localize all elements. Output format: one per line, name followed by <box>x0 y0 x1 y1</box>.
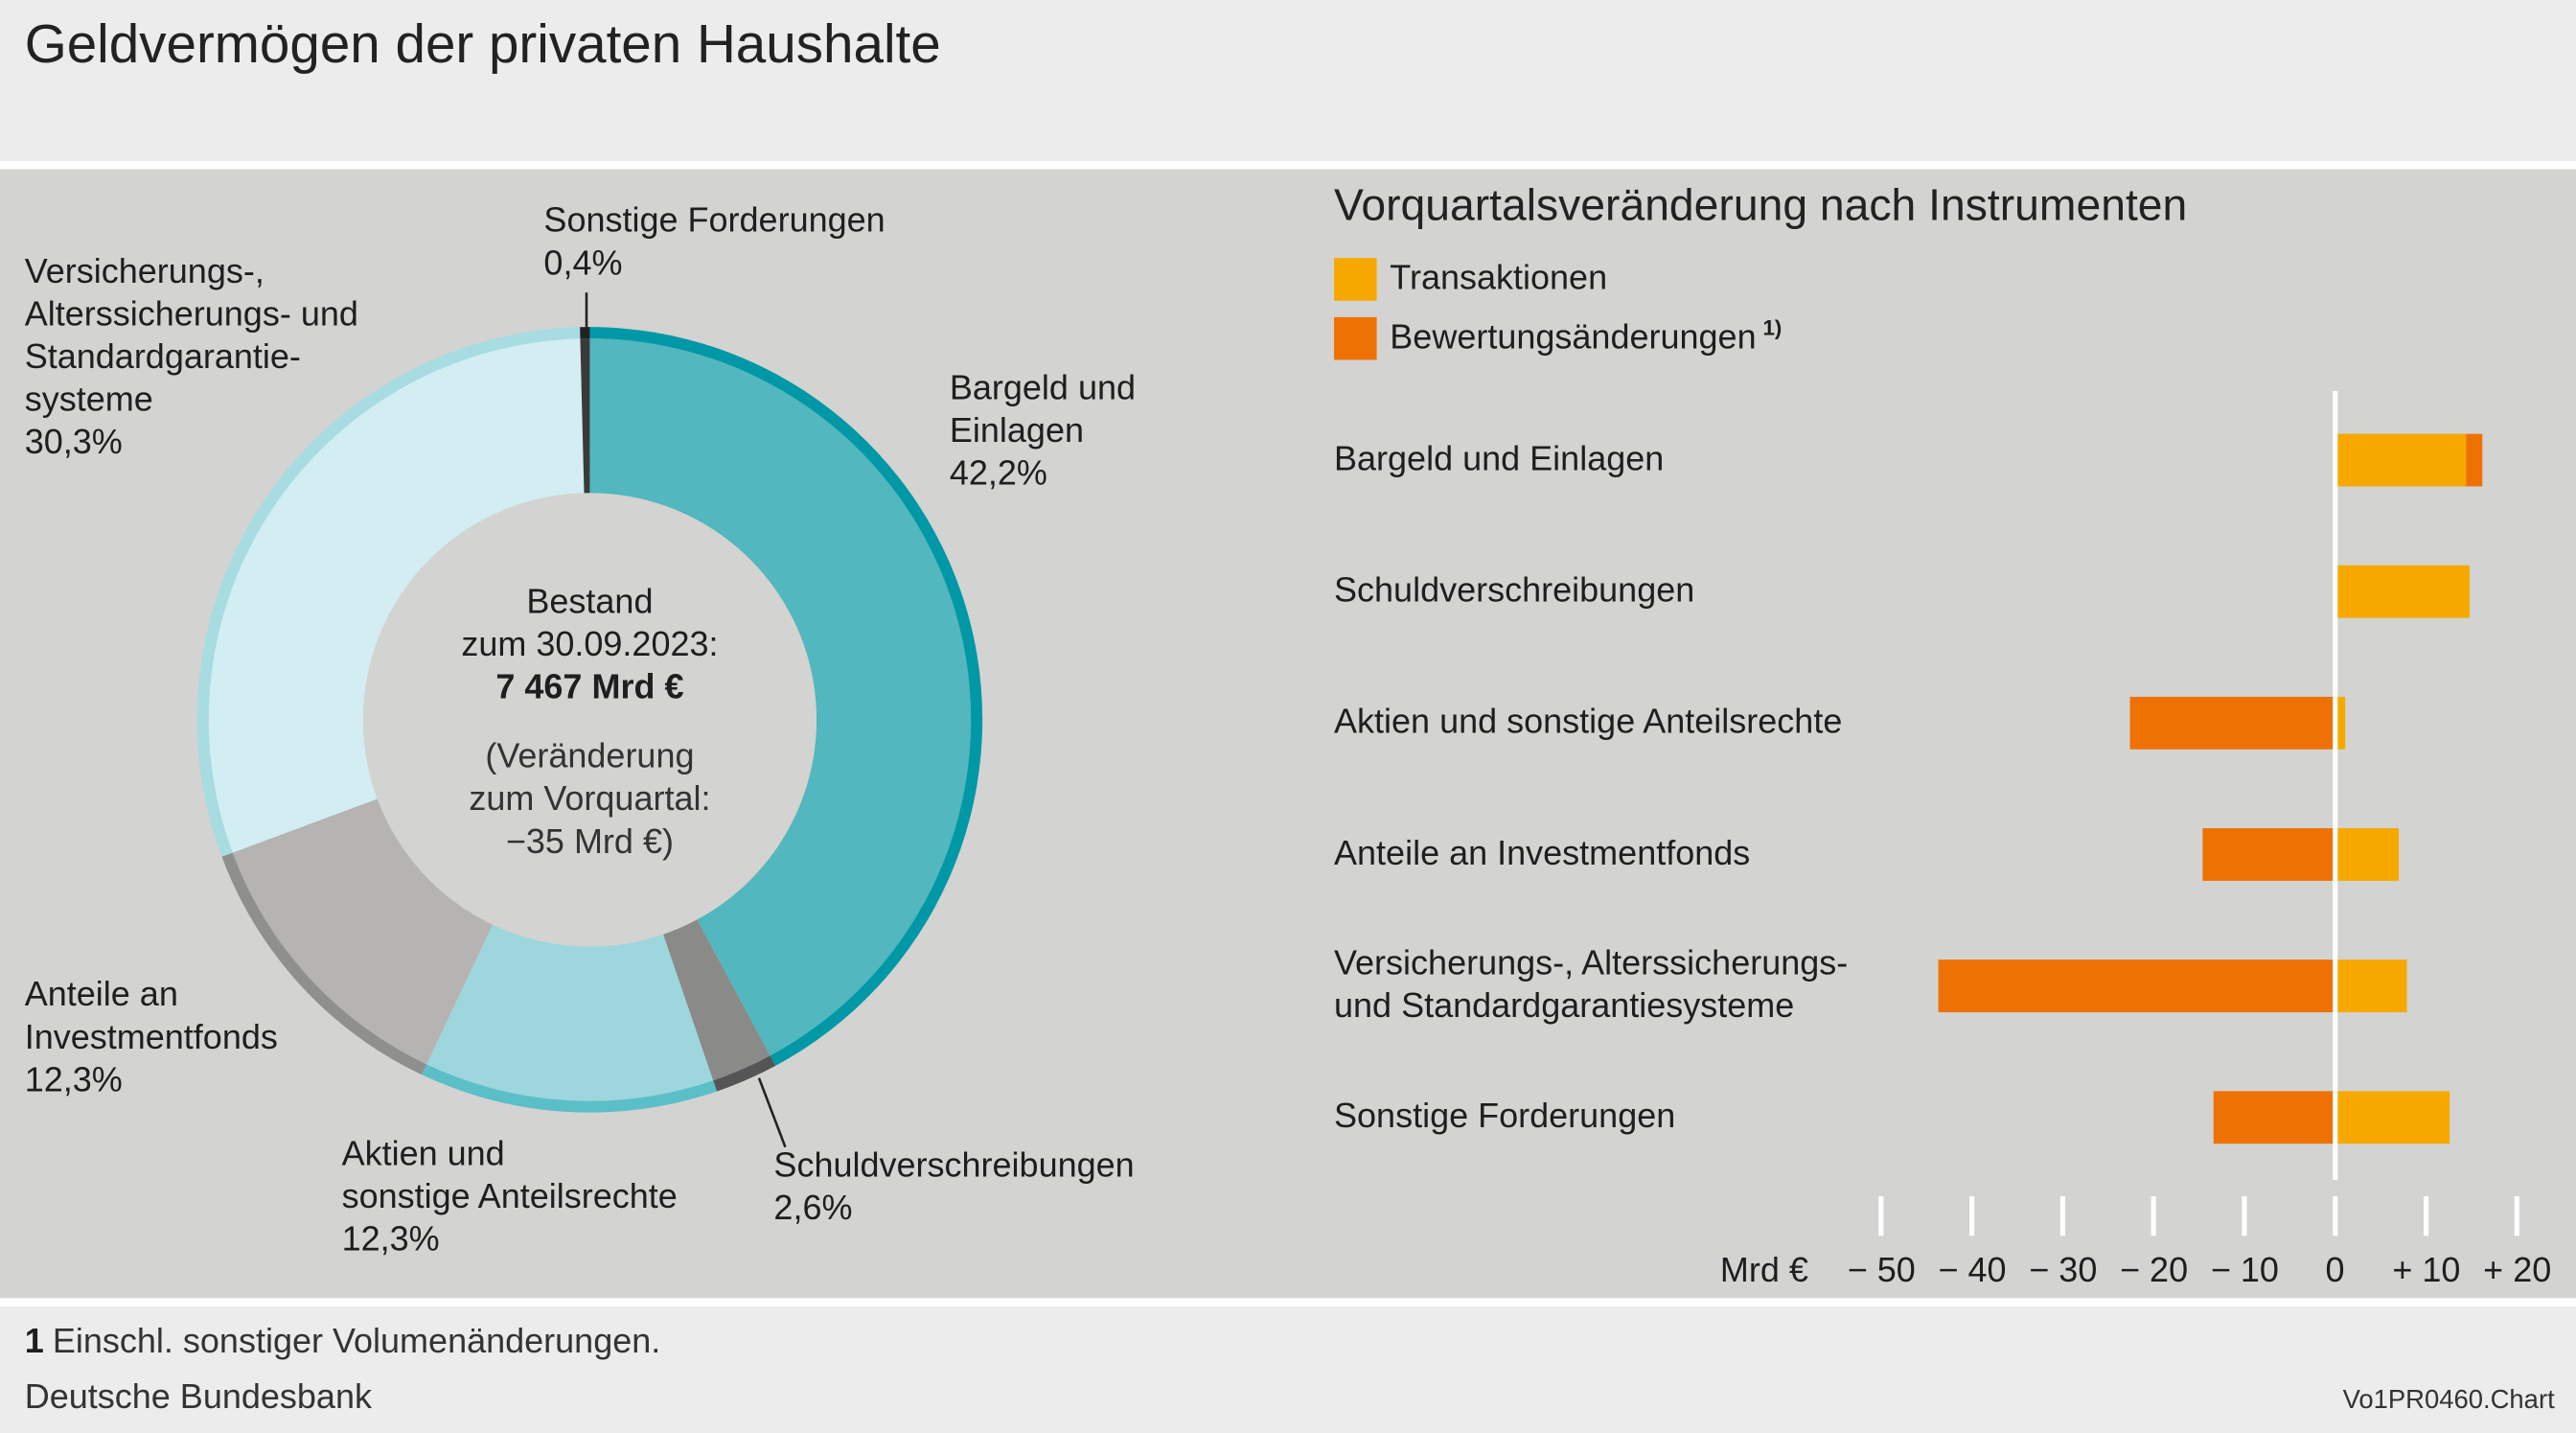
tick-mark <box>1969 1196 1975 1237</box>
category-label: Versicherungs-, Alterssicherungs- und St… <box>1334 944 1849 1026</box>
x-tick-label: + 10 <box>2392 1252 2461 1290</box>
tick-mark <box>2423 1196 2429 1237</box>
x-tick-label: 0 <box>2325 1252 2345 1290</box>
legend-swatch <box>1334 316 1377 360</box>
donut-hole <box>362 493 817 947</box>
x-tick-label: − 40 <box>1938 1252 2007 1290</box>
category-label: Anteile an Investmentfonds <box>1334 834 1751 873</box>
bar-segment <box>2202 828 2335 881</box>
value-label: 0,4% <box>543 244 623 283</box>
category-label: Aktien und sonstige Anteilsrechte <box>1334 703 1843 742</box>
bar-segment <box>2334 433 2467 487</box>
divider <box>0 1298 2576 1306</box>
value-label: 12,3% <box>341 1220 440 1260</box>
value-label: 2,6% <box>773 1190 853 1228</box>
footnote-text: Einschl. sonstiger Volumenänderungen. <box>52 1323 661 1361</box>
divider <box>0 161 2576 170</box>
slice <box>208 338 585 853</box>
slice-rim <box>421 1064 718 1113</box>
slice-rim <box>580 327 590 339</box>
x-axis-label: Mrd € <box>1719 1252 1808 1290</box>
category-label: Sonstige Forderungen <box>543 201 886 241</box>
center-label: Bestand zum 30.09.2023: <box>461 583 719 664</box>
bar-segment <box>2129 696 2335 750</box>
slice <box>426 924 714 1101</box>
bar-segment <box>2334 696 2346 750</box>
slice <box>580 338 590 494</box>
slice <box>232 798 494 1065</box>
category-label: Bargeld und Einlagen <box>1334 440 1665 478</box>
tick-mark <box>1878 1196 1884 1237</box>
category-label: Aktien und sonstige Anteilsrechte <box>341 1135 678 1216</box>
zero-line <box>2333 391 2338 1180</box>
chart-code: Vo1PR0460.Chart <box>2342 1386 2555 1416</box>
x-tick-label: + 20 <box>2483 1252 2552 1290</box>
x-tick-label: − 20 <box>2120 1252 2189 1290</box>
category-label: Versicherungs-, Alterssicherungs- und St… <box>24 253 358 420</box>
slice-label: Versicherungs-, Alterssicherungs- und St… <box>25 251 358 465</box>
x-tick-label: − 50 <box>1847 1252 1916 1290</box>
slice <box>589 338 972 1056</box>
tick-mark <box>2150 1196 2156 1237</box>
leader-line <box>757 1077 787 1148</box>
legend-label: Bewertungsänderungen <box>1390 318 1757 358</box>
bar-segment <box>2334 565 2471 618</box>
value-label: 42,2% <box>949 454 1047 494</box>
slice <box>662 919 770 1081</box>
tick-mark <box>2059 1196 2065 1237</box>
center-note: (Veränderung zum Vorquartal: −35 Mrd €) <box>469 737 711 862</box>
bar-segment <box>2466 433 2483 487</box>
tick-mark <box>2514 1196 2519 1237</box>
slice-label: Bargeld und Einlagen 42,2% <box>950 368 1136 497</box>
category-label: Sonstige Forderungen <box>1334 1098 1676 1136</box>
bar-segment <box>2213 1091 2335 1144</box>
tick-mark <box>2242 1196 2247 1237</box>
category-label: Schuldverschreibungen <box>1334 571 1695 611</box>
category-label: Anteile an Investmentfonds <box>24 976 278 1057</box>
chart-title: Vorquartalsveränderung nach Instrumenten <box>1334 180 2188 231</box>
footnote-marker: 1 <box>24 1323 44 1361</box>
slice-rim <box>713 1055 776 1092</box>
tick-mark <box>2333 1196 2338 1237</box>
slice-label: Anteile an Investmentfonds 12,3% <box>25 975 278 1103</box>
slice-label: Sonstige Forderungen 0,4% <box>543 200 885 286</box>
page-title: Geldvermögen der privaten Haushalte <box>24 12 941 75</box>
source: Deutsche Bundesbank <box>24 1378 372 1417</box>
category-label: Bargeld und Einlagen <box>949 369 1137 451</box>
x-tick-label: − 30 <box>2029 1252 2098 1290</box>
slice-label: Aktien und sonstige Anteilsrechte 12,3% <box>342 1134 678 1262</box>
value-label: 12,3% <box>24 1061 123 1099</box>
legend-label: Transaktionen <box>1390 259 1608 298</box>
footnote-marker: 1) <box>1762 315 1782 340</box>
category-label: Schuldverschreibungen <box>773 1146 1135 1186</box>
slice-label: Schuldverschreibungen 2,6% <box>773 1145 1134 1231</box>
legend-swatch <box>1334 258 1377 301</box>
bar-segment <box>1938 959 2335 1013</box>
x-tick-label: − 10 <box>2210 1252 2279 1290</box>
bar-segment <box>2334 828 2400 881</box>
value-label: 30,3% <box>24 424 123 462</box>
bar-segment <box>2334 959 2407 1013</box>
bar-segment <box>2334 1091 2450 1144</box>
center-value: 7 467 Mrd € <box>495 668 684 707</box>
